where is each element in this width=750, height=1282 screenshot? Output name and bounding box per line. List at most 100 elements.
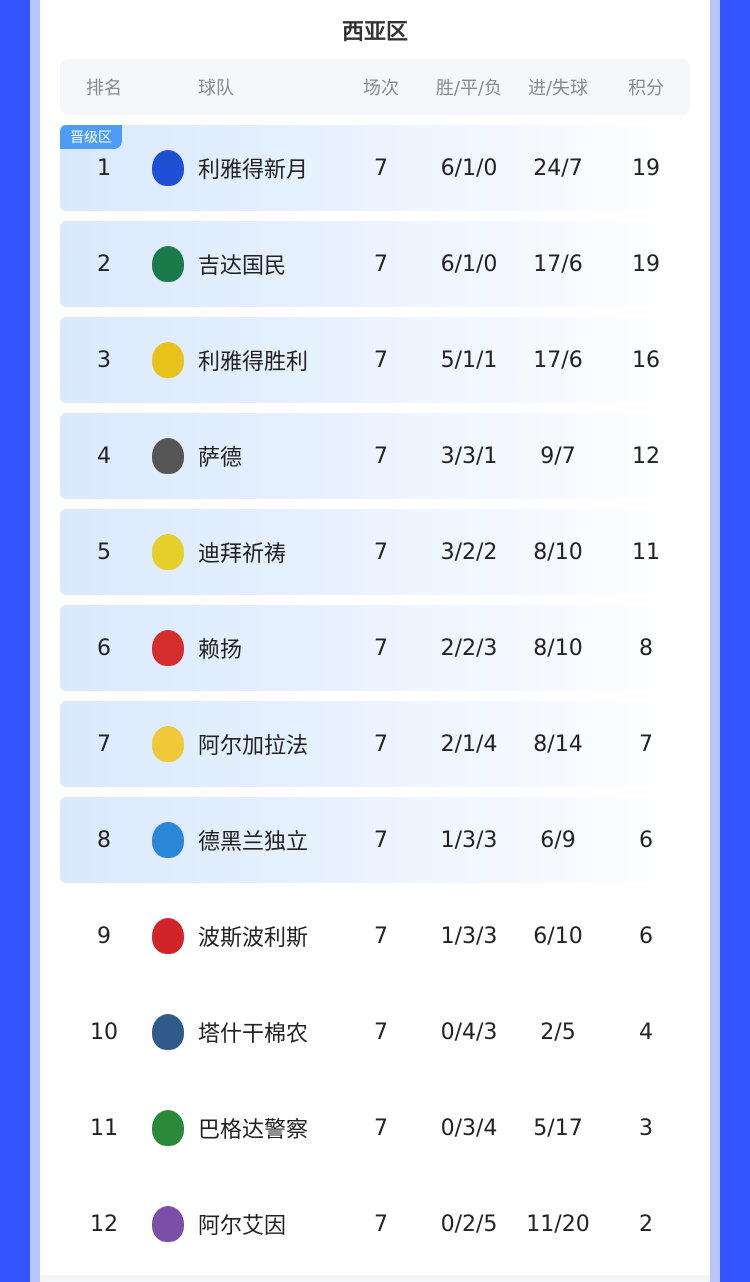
played: 7	[374, 827, 388, 853]
team-name: 吉达国民	[198, 254, 287, 279]
goals: 17/6	[533, 251, 583, 277]
header-wdl: 胜/平/负	[435, 78, 503, 99]
al-sadd-logo	[148, 413, 188, 499]
al-ahli-logo	[148, 221, 188, 307]
rank: 12	[90, 1211, 118, 1237]
goals: 24/7	[533, 155, 583, 181]
team-name: 利雅得新月	[198, 158, 309, 183]
win-draw-loss: 2/2/3	[440, 635, 498, 661]
points: 7	[639, 731, 653, 757]
win-draw-loss: 3/2/2	[440, 539, 498, 565]
table-row[interactable]: 3 利雅得胜利 7 5/1/1 17/6 16	[60, 317, 690, 403]
points: 19	[632, 155, 660, 181]
win-draw-loss: 0/2/5	[440, 1211, 498, 1237]
rank: 4	[97, 443, 111, 469]
points: 8	[639, 635, 653, 661]
team-name: 迪拜祈祷	[198, 542, 287, 567]
al-shorta-logo	[148, 1085, 188, 1171]
played: 7	[374, 923, 388, 949]
goals: 8/10	[533, 635, 583, 661]
win-draw-loss: 1/3/3	[440, 923, 498, 949]
team-name: 波斯波利斯	[198, 926, 309, 951]
table-row[interactable]: 9 波斯波利斯 7 1/3/3 6/10 6	[60, 893, 690, 979]
team-name: 利雅得胜利	[198, 350, 309, 375]
goals: 6/10	[533, 923, 583, 949]
card-footer	[40, 1275, 710, 1282]
standings-card: 西亚区 排名 球队 场次 胜/平/负 进/失球 积分 晋级区 1 利雅得新月 7 …	[40, 0, 710, 1282]
table-row[interactable]: 10 塔什干棉农 7 0/4/3 2/5 4	[60, 989, 690, 1075]
goals: 11/20	[526, 1211, 590, 1237]
rank: 7	[97, 731, 111, 757]
goals: 2/5	[540, 1019, 576, 1045]
goals: 6/9	[540, 827, 576, 853]
win-draw-loss: 6/1/0	[440, 251, 498, 277]
win-draw-loss: 3/3/1	[440, 443, 498, 469]
al-rayyan-logo	[148, 605, 188, 691]
table-row[interactable]: 2 吉达国民 7 6/1/0 17/6 19	[60, 221, 690, 307]
team-name: 塔什干棉农	[198, 1022, 309, 1047]
group-title: 西亚区	[341, 20, 408, 45]
pakhtakor-logo	[148, 989, 188, 1075]
al-nassr-logo	[148, 317, 188, 403]
played: 7	[374, 539, 388, 565]
qualified-badge: 晋级区	[60, 125, 122, 149]
header-team: 球队	[198, 78, 234, 99]
win-draw-loss: 5/1/1	[440, 347, 498, 373]
goals: 8/14	[533, 731, 583, 757]
win-draw-loss: 0/3/4	[440, 1115, 498, 1141]
table-row[interactable]: 6 赖扬 7 2/2/3 8/10 8	[60, 605, 690, 691]
team-name: 萨德	[198, 446, 243, 471]
points: 12	[632, 443, 660, 469]
points: 6	[639, 827, 653, 853]
table-row[interactable]: 晋级区 1 利雅得新月 7 6/1/0 24/7 19	[60, 125, 690, 211]
goals: 8/10	[533, 539, 583, 565]
table-row[interactable]: 4 萨德 7 3/3/1 9/7 12	[60, 413, 690, 499]
al-hilal-logo	[148, 125, 188, 211]
team-name: 巴格达警察	[198, 1118, 309, 1143]
points: 6	[639, 923, 653, 949]
points: 3	[639, 1115, 653, 1141]
rank: 2	[97, 251, 111, 277]
persepolis-logo	[148, 893, 188, 979]
team-name: 赖扬	[198, 638, 243, 663]
rank: 10	[90, 1019, 118, 1045]
played: 7	[374, 155, 388, 181]
al-ain-logo	[148, 1181, 188, 1267]
esteghlal-logo	[148, 797, 188, 883]
rank: 6	[97, 635, 111, 661]
rank: 9	[97, 923, 111, 949]
table-row[interactable]: 5 迪拜祈祷 7 3/2/2 8/10 11	[60, 509, 690, 595]
goals: 5/17	[533, 1115, 583, 1141]
played: 7	[374, 731, 388, 757]
table-row[interactable]: 8 德黑兰独立 7 1/3/3 6/9 6	[60, 797, 690, 883]
rank: 8	[97, 827, 111, 853]
table-row[interactable]: 7 阿尔加拉法 7 2/1/4 8/14 7	[60, 701, 690, 787]
win-draw-loss: 1/3/3	[440, 827, 498, 853]
points: 11	[632, 539, 660, 565]
table-row[interactable]: 12 阿尔艾因 7 0/2/5 11/20 2	[60, 1181, 690, 1267]
win-draw-loss: 6/1/0	[440, 155, 498, 181]
team-name: 阿尔加拉法	[198, 734, 309, 759]
rank: 3	[97, 347, 111, 373]
points: 19	[632, 251, 660, 277]
goals: 9/7	[540, 443, 576, 469]
team-name: 阿尔艾因	[198, 1214, 287, 1239]
played: 7	[374, 1019, 388, 1045]
rank: 1	[97, 155, 111, 181]
al-gharafa-logo	[148, 701, 188, 787]
header-points: 积分	[628, 78, 664, 99]
team-name: 德黑兰独立	[198, 830, 309, 855]
table-header: 排名 球队 场次 胜/平/负 进/失球 积分	[60, 59, 690, 115]
win-draw-loss: 2/1/4	[440, 731, 498, 757]
al-wasl-logo	[148, 509, 188, 595]
points: 16	[632, 347, 660, 373]
played: 7	[374, 251, 388, 277]
points: 4	[639, 1019, 653, 1045]
played: 7	[374, 347, 388, 373]
header-rank: 排名	[86, 78, 122, 99]
rank: 5	[97, 539, 111, 565]
table-row[interactable]: 11 巴格达警察 7 0/3/4 5/17 3	[60, 1085, 690, 1171]
played: 7	[374, 1211, 388, 1237]
played: 7	[374, 635, 388, 661]
win-draw-loss: 0/4/3	[440, 1019, 498, 1045]
